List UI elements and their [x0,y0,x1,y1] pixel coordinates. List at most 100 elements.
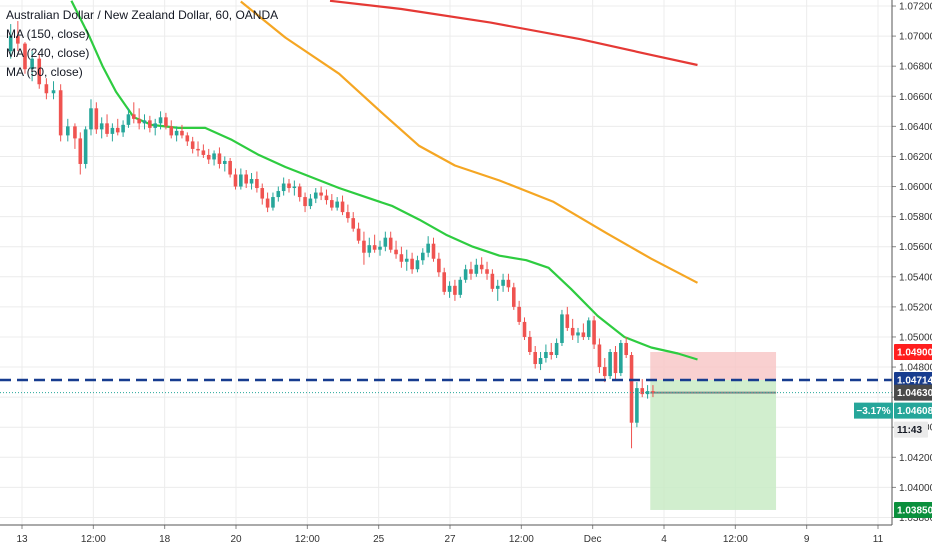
y-tick-label: 1.06800 [899,62,932,73]
candle [431,237,436,262]
candle-body [196,148,200,151]
candle-body [271,197,275,208]
candle [581,323,586,340]
candle-body [89,108,93,130]
candle-body [228,160,232,175]
candle [281,177,286,196]
candle [479,257,484,274]
x-tick-label: 9 [804,534,810,545]
candle-body [153,123,158,128]
candle [292,180,297,196]
candle-body [474,264,479,274]
candle-body [538,358,543,365]
x-tick-label: 20 [230,534,242,545]
y-tick-label: 1.06200 [899,152,932,163]
price-tag-text: 11:43 [897,425,922,436]
y-tick-label: 1.05200 [899,302,932,313]
candle-body [201,150,206,155]
y-tick-label: 1.05800 [899,212,932,223]
candle [190,136,195,154]
candle [217,147,222,169]
candle-body [217,153,222,164]
price-tag-pl: −3.17% 1.04608 [854,402,932,419]
candle [297,183,302,202]
candle [576,327,580,343]
candle [410,252,414,274]
candle [94,102,99,134]
candle [442,267,447,295]
candle-body [73,126,77,139]
candle-body [324,195,329,201]
candle-body [164,117,168,127]
price-tag-timer: 11:43 [894,421,928,438]
x-tick-label: 4 [661,534,667,545]
candle-body [132,114,136,119]
candle-body [399,254,404,262]
candle [137,108,141,130]
candle [570,318,575,340]
candle-body [121,124,125,133]
candle [447,281,452,298]
position-zones [650,352,777,510]
candle [239,168,243,190]
candle [233,168,238,190]
candle [174,126,179,142]
candle-body [651,391,655,393]
candle-body [351,218,356,229]
candle-body [378,246,382,250]
candle-body [65,126,70,136]
candle [463,264,468,283]
price-tag-text: 1.04900 [897,348,932,359]
candle [415,255,420,273]
candle [313,188,318,204]
candle [164,112,168,130]
price-tag-box [894,384,932,401]
candle [83,126,88,169]
candle [158,111,163,130]
candle [260,183,265,205]
candle [23,42,27,74]
y-tick-label: 1.07000 [899,32,932,43]
candle-body [222,160,227,164]
candle [378,240,382,256]
candle-body [313,192,318,199]
candle [490,269,495,292]
x-tick-label: 11 [873,534,884,545]
price-tags: 1.04900 1.04714 1.04630 −3.17% 1.04608 11:43 1… [854,344,932,518]
candle-body [185,135,190,142]
candle [65,118,70,142]
take-profit-zone [650,379,777,510]
candle-body [437,258,441,273]
stop-loss-zone [650,352,777,380]
candle-body [233,174,238,187]
candle-body [485,269,489,274]
candle [276,186,281,202]
legend: Australian Dollar / New Zealand Dollar, … [6,6,278,82]
candle [105,114,109,137]
candle-body [388,237,393,250]
price-tag-text: 1.03850 [897,505,932,516]
candle-body [37,58,42,85]
y-tick-label: 1.04000 [899,483,932,494]
candle [153,118,158,136]
price-lines [0,378,892,394]
candle-body [83,129,88,164]
candle-body [180,130,184,136]
candle [228,157,232,178]
candle [351,212,356,232]
candle-body [372,245,377,250]
candle-body [458,279,463,295]
candle-body [576,332,580,336]
candle-body [383,237,388,247]
candle [404,249,409,271]
candle [592,315,596,349]
candle-body [426,243,430,253]
candle-body [212,153,216,160]
candle [645,385,650,399]
candle-body [23,43,27,70]
pl-percent-box [854,402,893,419]
price-tag-box [894,402,932,419]
candle-body [303,197,307,207]
candle [324,189,329,205]
